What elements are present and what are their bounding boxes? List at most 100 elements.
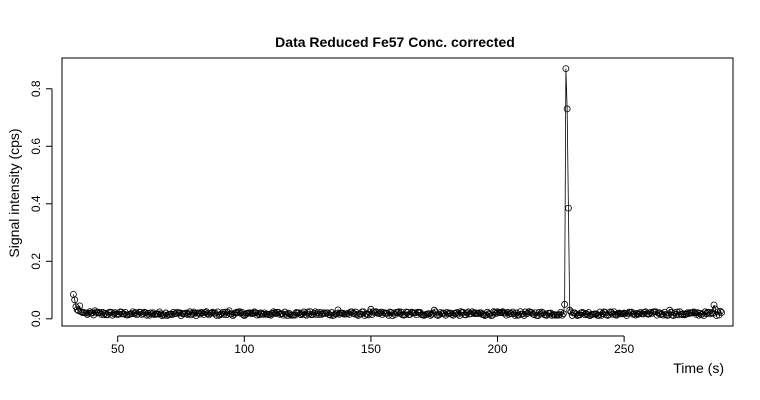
data-point [630,310,638,318]
y-axis-label: Signal intensity (cps) [6,128,22,257]
data-point [689,309,696,317]
data-point [268,310,276,317]
data-point [680,310,688,318]
data-point [504,309,512,316]
data-point [143,311,151,319]
data-point [271,309,279,317]
data-point [454,310,462,318]
data-point [371,309,379,317]
data-point [249,309,257,317]
data-point [190,308,198,316]
y-tick-label: 0.0 [29,310,43,327]
data-point [642,308,650,316]
data-point [657,311,665,318]
data-point [706,310,714,318]
data-point [710,301,718,309]
data-point [682,310,690,318]
data-point [144,309,152,317]
data-point [96,309,104,317]
data-point [614,310,622,318]
data-point [619,310,627,318]
y-axis: 0.0 0.2 0.4 0.6 0.8 [29,80,53,327]
y-tick-label: 0.2 [29,253,43,270]
data-point [228,310,236,318]
data-point [608,309,615,316]
data-point [671,309,679,317]
data-point [718,309,726,316]
y-tick-label: 0.6 [29,138,43,155]
data-point [411,309,419,317]
data-point [524,309,532,317]
data-point [472,309,480,317]
x-axis: 50 100 150 200 250 [111,335,634,356]
data-point [508,310,515,318]
data-point [595,312,603,319]
x-tick-label: 150 [361,342,381,356]
data-point [621,310,629,317]
x-tick-label: 100 [234,342,254,356]
data-point [509,308,517,316]
data-point [713,312,720,319]
data-point [635,310,643,318]
data-point [562,65,570,73]
data-point [558,311,566,319]
data-point [705,308,713,316]
data-point [695,311,703,319]
data-point [528,309,536,316]
data-point [253,311,261,319]
data-point [71,296,79,304]
data-point [267,311,275,319]
data-point [677,310,685,318]
data-point [247,309,255,317]
data-point [505,310,513,318]
y-tick-label: 0.8 [29,80,43,97]
chart-title: Data Reduced Fe57 Conc. corrected [275,34,515,50]
data-point [364,311,372,319]
x-tick-label: 200 [488,342,508,356]
data-point [213,311,220,319]
data-point [561,301,569,308]
plot-frame [61,57,734,327]
data-point [715,311,723,319]
data-point [154,310,162,318]
data-point [551,311,558,319]
data-point [199,309,206,317]
data-point [239,311,247,318]
data-point [425,310,433,318]
data-point [139,310,147,317]
data-point [580,309,588,317]
data-point [319,310,327,317]
data-point [471,310,479,318]
data-point [576,311,584,319]
data-point [157,310,165,318]
data-point [73,306,81,314]
data-point-group [69,65,726,320]
data-point [109,311,117,319]
x-tick-label: 250 [614,342,634,356]
data-point [690,308,698,316]
data-point [563,105,571,113]
data-point [339,309,347,317]
data-point [647,308,655,316]
data-point [565,204,572,212]
data-point [313,311,320,319]
data-point [218,310,225,318]
data-point [219,309,227,316]
data-point [452,310,460,317]
y-tick-label: 0.4 [29,195,43,212]
data-point [315,311,323,318]
data-point [110,310,118,318]
x-axis-label: Time (s) [673,360,724,376]
data-point [684,309,691,317]
data-point [708,309,715,317]
data-point [321,310,329,317]
data-point [559,310,567,318]
x-tick-label: 50 [111,342,125,356]
data-point [147,309,155,317]
data-point [716,307,724,315]
data-point [173,308,181,316]
data-point [714,308,722,316]
